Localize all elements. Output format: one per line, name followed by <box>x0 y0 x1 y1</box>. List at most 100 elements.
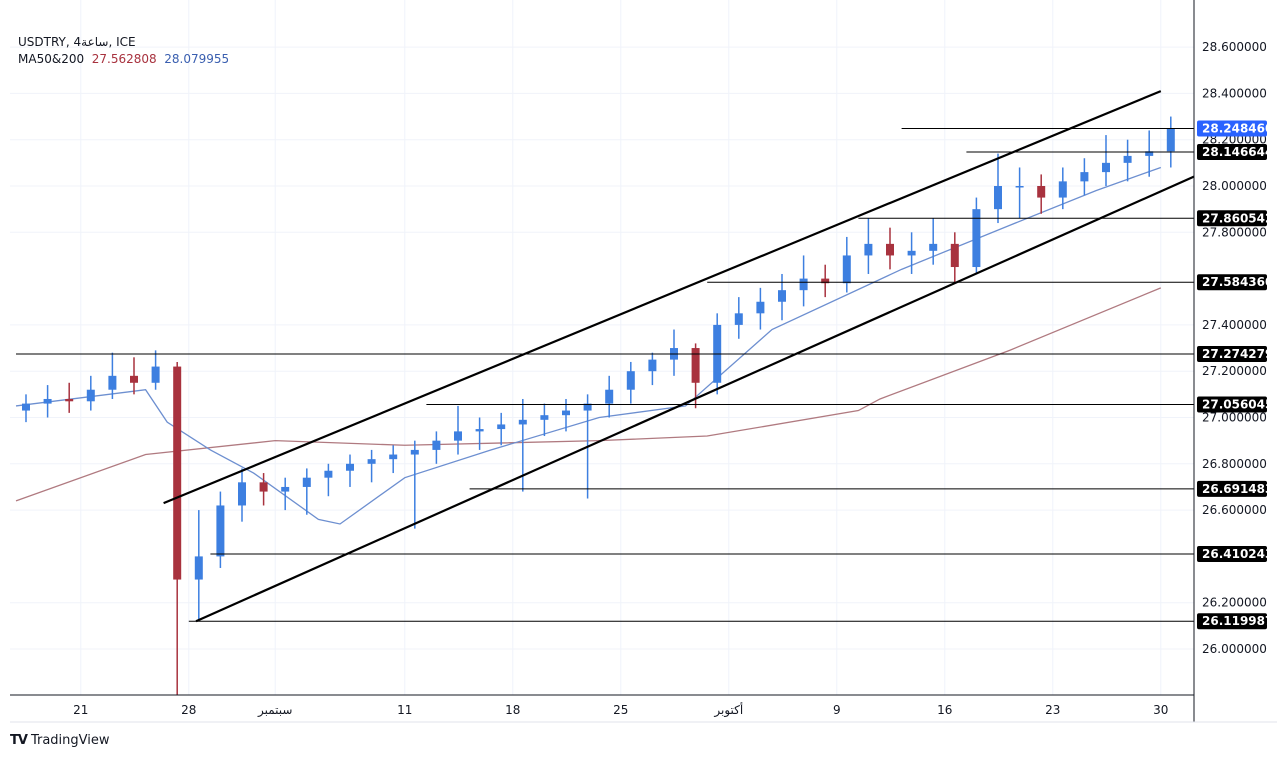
candle <box>734 297 743 339</box>
candle <box>173 361 182 695</box>
tradingview-logo-icon: TV <box>10 733 28 748</box>
candle <box>302 468 311 515</box>
candle <box>821 264 830 298</box>
ma-value-red: 27.562808 <box>91 52 157 66</box>
candle <box>842 236 851 293</box>
channel-trend-line[interactable] <box>163 90 1162 505</box>
candle <box>1145 130 1154 177</box>
symbol-title: USDTRY, 4ساعة, ICE <box>18 35 136 49</box>
y-tick-label: 26.000000 <box>1202 642 1267 656</box>
level-price-label: 27.274279 <box>1202 347 1273 361</box>
candle <box>432 431 441 464</box>
candle <box>929 218 938 265</box>
candle <box>65 382 74 413</box>
candle <box>778 273 786 321</box>
y-tick-label: 27.200000 <box>1202 364 1267 378</box>
candle <box>1080 158 1089 196</box>
level-price-label: 26.119987 <box>1202 614 1273 628</box>
level-price-label: 27.056045 <box>1202 398 1273 412</box>
y-tick-label: 26.800000 <box>1202 457 1267 471</box>
y-tick-label: 28.600000 <box>1202 40 1267 54</box>
candle <box>756 287 765 330</box>
time-axis[interactable] <box>0 695 1194 725</box>
candle <box>216 491 225 568</box>
x-tick-label: 28 <box>181 703 196 717</box>
level-price-badge <box>1197 613 1267 630</box>
candle <box>540 403 549 437</box>
x-tick-label: 16 <box>937 703 952 717</box>
candle <box>194 510 203 622</box>
channel-trend-line[interactable] <box>195 171 1205 623</box>
level-price-label: 28.248460 <box>1202 121 1273 135</box>
x-tick-label: 11 <box>397 703 412 717</box>
x-tick-label: 18 <box>505 703 520 717</box>
level-price-label: 27.860542 <box>1202 211 1273 225</box>
level-price-badge <box>1197 274 1267 291</box>
candle <box>994 153 1002 224</box>
candle <box>907 232 916 274</box>
candle <box>281 477 290 511</box>
candle <box>972 197 981 274</box>
x-tick-label: 25 <box>613 703 628 717</box>
x-tick-label: 30 <box>1153 703 1168 717</box>
candle <box>151 350 160 390</box>
level-price-label: 26.410243 <box>1202 547 1273 561</box>
x-tick-label: 23 <box>1045 703 1060 717</box>
level-price-badge <box>1197 144 1267 161</box>
candle <box>1058 167 1067 210</box>
candle <box>86 375 95 411</box>
candle <box>626 361 635 404</box>
candle <box>367 449 376 483</box>
candle <box>346 454 354 487</box>
y-tick-label: 26.600000 <box>1202 503 1267 517</box>
candle <box>799 255 808 307</box>
ma200-line <box>15 287 1162 502</box>
level-price-badge <box>1197 346 1267 363</box>
y-tick-label: 26.200000 <box>1202 596 1267 610</box>
candle <box>238 468 246 522</box>
level-price-badge <box>1197 480 1267 497</box>
candle <box>130 357 138 395</box>
price-chart[interactable]: 28.60000028.40000028.20000028.00000027.8… <box>0 0 1277 725</box>
candle <box>410 440 419 529</box>
x-tick-label: 9 <box>833 703 841 717</box>
chart-legend: USDTRY, 4ساعة, ICE MA50&200 27.562808 28… <box>18 34 229 68</box>
x-tick-label: أكتوبر <box>713 702 743 718</box>
candle <box>648 352 657 386</box>
candle <box>605 375 614 418</box>
level-price-label: 26.691483 <box>1202 482 1273 496</box>
candle <box>1015 167 1024 219</box>
candle <box>1037 174 1046 214</box>
level-price-label: 28.146644 <box>1202 145 1273 159</box>
ma-value-blue: 28.079955 <box>164 52 230 66</box>
candle <box>454 405 462 455</box>
y-tick-label: 28.000000 <box>1202 179 1267 193</box>
current-price-badge <box>1197 120 1267 137</box>
candle <box>950 232 959 284</box>
tradingview-logo[interactable]: TV TradingView <box>10 733 109 748</box>
candle <box>497 412 506 446</box>
candle <box>324 463 333 497</box>
candle <box>108 352 117 399</box>
candle <box>864 218 873 274</box>
candle <box>475 417 484 450</box>
brand-name: TradingView <box>30 733 110 748</box>
candle <box>43 385 52 418</box>
x-tick-label: 21 <box>73 703 88 717</box>
candle <box>1166 116 1175 168</box>
level-price-badge <box>1197 546 1267 563</box>
candle <box>259 473 268 506</box>
level-price-badge <box>1197 210 1267 227</box>
candle <box>389 445 398 474</box>
y-tick-label: 28.400000 <box>1202 86 1267 100</box>
y-tick-label: 27.400000 <box>1202 318 1267 332</box>
candle <box>22 394 30 423</box>
y-tick-label: 27.800000 <box>1202 225 1267 239</box>
candle <box>1123 139 1132 182</box>
ma-label: MA50&200 <box>18 52 85 66</box>
candle <box>886 227 894 270</box>
x-tick-label: سبتمبر <box>257 703 292 718</box>
y-tick-label: 27.000000 <box>1202 411 1267 425</box>
candle <box>1102 135 1110 186</box>
level-price-label: 27.584360 <box>1202 275 1273 289</box>
